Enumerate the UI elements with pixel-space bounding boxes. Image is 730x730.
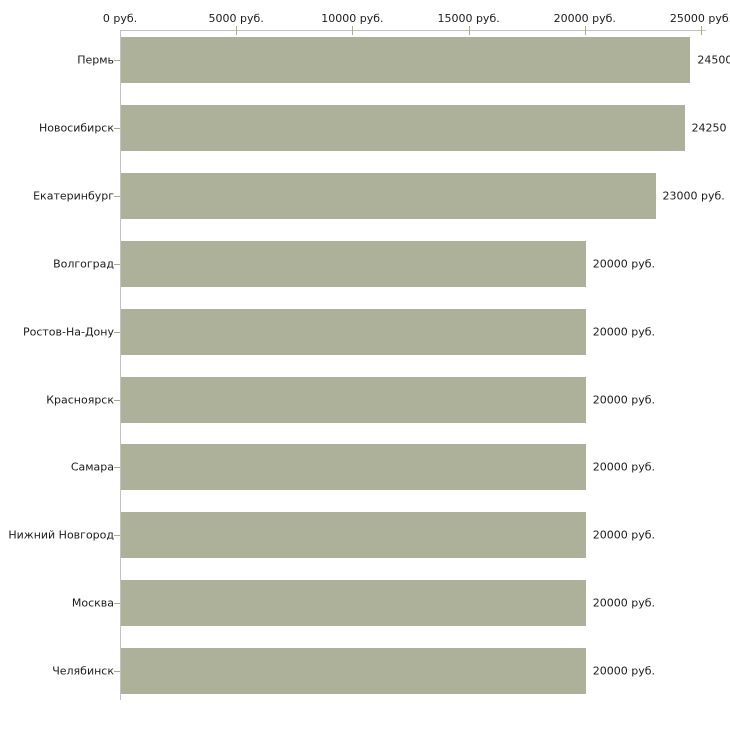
value-label: 20000 руб.	[592, 257, 656, 271]
x-tick-mark	[236, 26, 238, 35]
category-label: Ростов-На-Дону	[22, 325, 114, 339]
x-tick-mark	[701, 26, 702, 35]
x-tick-mark	[352, 26, 354, 35]
y-tick-mark	[114, 196, 120, 197]
category-label: Самара	[70, 460, 114, 474]
value-label: 23000 руб.	[662, 189, 725, 203]
bar	[121, 37, 691, 83]
y-tick-mark	[114, 671, 120, 672]
category-label: Красноярск	[46, 393, 114, 406]
y-tick-mark	[114, 400, 120, 401]
bar	[121, 580, 586, 627]
x-tick-mark	[584, 26, 586, 35]
category-label: Челябинск	[52, 664, 114, 678]
value-label: 20000 руб.	[592, 664, 656, 678]
category-label: Новосибирск	[38, 121, 114, 135]
bar	[121, 308, 586, 355]
y-tick-mark	[114, 332, 120, 333]
bar	[121, 444, 586, 491]
y-tick-mark	[114, 535, 120, 536]
x-axis-line	[120, 30, 706, 31]
y-axis-line	[120, 30, 121, 700]
y-tick-mark	[114, 264, 120, 265]
category-label: Нижний Новгород	[8, 528, 114, 542]
bar	[121, 648, 586, 695]
value-label: 20000 руб.	[592, 325, 656, 339]
bar	[121, 376, 586, 423]
value-label: 20000 руб.	[592, 528, 656, 542]
value-label: 24500 руб.	[697, 53, 730, 67]
y-tick-mark	[114, 603, 120, 604]
x-tick-label: 0 руб.	[102, 12, 138, 25]
x-tick-mark	[468, 26, 470, 35]
x-tick-label: 20000 руб.	[553, 12, 616, 25]
x-tick-label: 15000 руб.	[437, 12, 500, 25]
bar	[121, 172, 656, 219]
y-tick-mark	[114, 128, 120, 129]
bar	[121, 104, 685, 151]
x-tick-label: 25000 руб.	[669, 12, 730, 25]
y-tick-mark	[114, 467, 120, 468]
category-label: Екатеринбург	[33, 189, 114, 203]
x-tick-label: 5000 руб.	[208, 12, 264, 25]
bar	[121, 512, 586, 559]
category-label: Москва	[71, 596, 114, 610]
bar	[121, 240, 586, 287]
y-tick-mark	[114, 60, 120, 61]
value-label: 20000 руб.	[592, 393, 656, 406]
value-label: 20000 руб.	[592, 460, 656, 474]
value-label: 24250 руб.	[691, 121, 730, 135]
category-label: Волгоград	[53, 257, 114, 271]
value-label: 20000 руб.	[592, 596, 656, 610]
x-tick-label: 10000 руб.	[321, 12, 384, 25]
category-label: Пермь	[77, 53, 114, 67]
